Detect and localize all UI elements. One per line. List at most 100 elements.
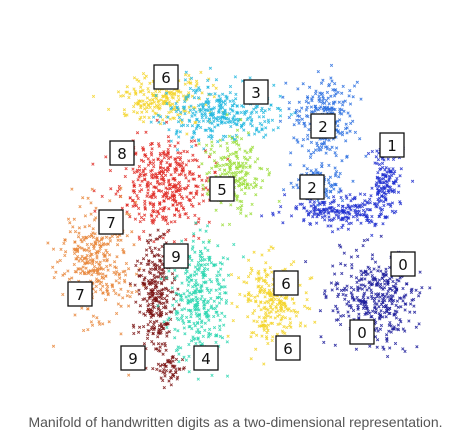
data-point (182, 149, 186, 154)
data-point (279, 204, 283, 209)
data-point (245, 117, 249, 122)
data-point (152, 273, 156, 277)
data-point (103, 254, 107, 259)
data-point (223, 285, 227, 289)
data-point (398, 317, 402, 322)
data-point (215, 117, 219, 121)
data-point (114, 311, 119, 316)
data-point (214, 263, 218, 267)
data-point (250, 202, 254, 207)
data-point (250, 268, 254, 273)
data-point (252, 319, 256, 323)
data-point (285, 325, 289, 330)
data-point (351, 215, 356, 219)
data-point (230, 103, 234, 108)
data-point (384, 198, 388, 202)
data-point (119, 186, 123, 190)
data-point (331, 88, 335, 92)
data-point (328, 175, 333, 179)
data-point (297, 121, 301, 125)
data-point (51, 344, 56, 348)
data-point (314, 106, 318, 111)
data-point (189, 81, 193, 86)
data-point (364, 270, 368, 274)
data-point (161, 326, 165, 331)
data-point (208, 152, 213, 156)
data-point (365, 207, 369, 212)
data-point (161, 232, 166, 236)
data-point (415, 345, 419, 349)
data-point (143, 199, 147, 203)
data-point (158, 314, 162, 318)
data-point (146, 103, 150, 107)
data-point (266, 328, 270, 333)
data-point (147, 90, 151, 94)
data-point (148, 267, 153, 271)
data-point (211, 83, 215, 88)
data-point (373, 260, 378, 264)
data-point (183, 332, 187, 336)
data-point (293, 206, 298, 210)
data-point (241, 255, 246, 259)
data-point (133, 203, 137, 208)
data-point (333, 107, 337, 112)
data-point (158, 151, 162, 156)
data-point (333, 174, 338, 178)
data-point (180, 308, 184, 312)
data-point (195, 158, 199, 163)
data-point (222, 168, 227, 173)
data-point (392, 325, 396, 329)
data-point (163, 286, 168, 290)
data-point (156, 270, 161, 274)
data-point (380, 157, 385, 161)
data-point (184, 176, 188, 180)
data-point (187, 342, 191, 347)
data-point (165, 154, 170, 158)
data-point (115, 243, 120, 247)
data-point (218, 261, 222, 265)
data-point (178, 184, 182, 188)
data-point (105, 250, 109, 255)
data-point (196, 377, 200, 381)
data-point (149, 278, 154, 282)
data-point (308, 155, 313, 160)
data-point (298, 283, 302, 287)
data-point (173, 157, 177, 161)
data-point (163, 341, 167, 346)
data-point (412, 304, 416, 308)
data-point (262, 328, 266, 332)
data-point (388, 311, 392, 316)
data-point (252, 308, 257, 313)
data-point (166, 197, 171, 201)
data-point (148, 98, 152, 102)
data-point (369, 294, 374, 298)
data-point (234, 92, 238, 97)
data-point (403, 329, 407, 333)
data-point (181, 196, 185, 201)
data-point (232, 242, 236, 247)
data-point (235, 198, 239, 202)
data-point (244, 161, 248, 165)
data-point (271, 335, 275, 339)
data-point (175, 105, 180, 109)
data-point (341, 216, 346, 220)
data-point (398, 202, 403, 206)
data-point (119, 304, 123, 308)
data-point (151, 313, 156, 317)
data-point (240, 104, 244, 108)
data-point (80, 246, 84, 250)
data-point (86, 271, 91, 276)
data-point (404, 282, 409, 286)
data-point (265, 291, 269, 295)
data-point (186, 80, 191, 85)
data-point (361, 295, 365, 299)
data-point (180, 281, 184, 285)
data-point (338, 322, 343, 327)
data-point (410, 179, 415, 183)
data-point (156, 289, 160, 293)
data-point (314, 170, 318, 175)
data-point (161, 182, 166, 186)
data-point (162, 367, 166, 372)
data-point (191, 291, 196, 295)
data-point (353, 210, 357, 214)
